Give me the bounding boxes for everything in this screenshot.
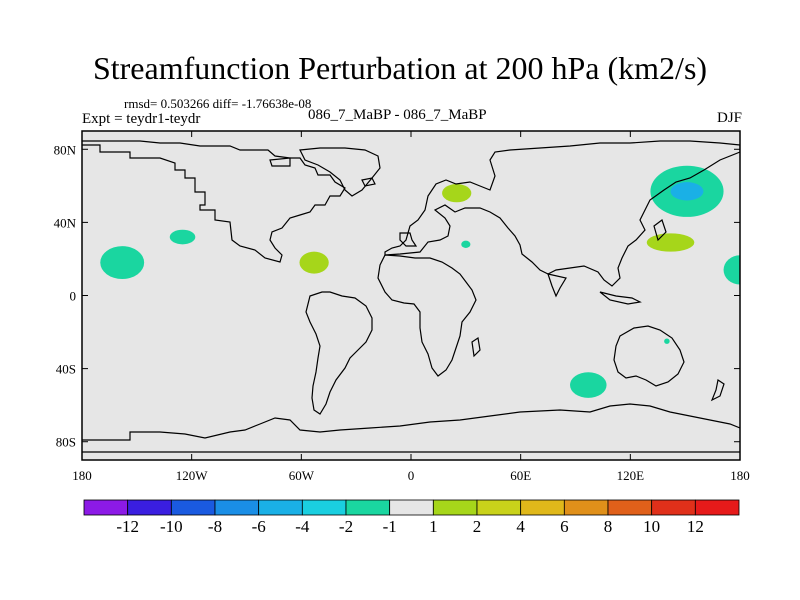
coastline-madagascar	[471, 336, 481, 358]
contour-patch-7	[646, 233, 695, 252]
season-label: DJF	[716, 110, 742, 126]
experiment-label: Expt = teydr1-teydr	[82, 111, 201, 127]
contour-fills	[100, 165, 740, 398]
colorbar-swatch	[432, 499, 478, 516]
contour-patch-10	[570, 372, 607, 398]
colorbar-swatch	[214, 499, 260, 516]
colorbar-label: -2	[339, 517, 353, 536]
lon-tick-label: 120E	[617, 468, 645, 483]
lon-tick-label: 0	[408, 468, 415, 483]
lat-tick-label: 80N	[54, 142, 77, 157]
coastline-south-america	[305, 291, 373, 415]
coastline-new-zealand	[710, 379, 725, 402]
colorbar-label: 2	[473, 517, 482, 536]
colorbar-label: -10	[160, 517, 183, 536]
contour-patch-6	[670, 182, 704, 201]
lon-tick-label: 60E	[510, 468, 531, 483]
contour-patch-3	[442, 184, 472, 203]
coastline-north-america	[82, 140, 346, 263]
coastline-uk	[399, 232, 418, 247]
contour-patch-8	[723, 255, 740, 285]
coastline-eurasia-africa	[384, 140, 740, 287]
contour-patch-9	[664, 338, 670, 344]
colorbar-label: -1	[383, 517, 397, 536]
lat-tick-label: 40N	[54, 215, 77, 230]
coastlines	[82, 140, 740, 453]
lon-tick-label: 60W	[289, 468, 315, 483]
colorbar-swatch	[170, 499, 216, 516]
lat-tick-label: 80S	[56, 435, 76, 450]
colorbar-label: 4	[516, 517, 525, 536]
contour-patch-0	[100, 246, 145, 280]
case-label: 086_7_MaBP - 086_7_MaBP	[308, 107, 487, 123]
coastline-antarctica	[82, 403, 740, 441]
colorbar-label: 8	[604, 517, 613, 536]
colorbar-swatch	[127, 499, 172, 516]
coastline-africa	[377, 254, 477, 377]
colorbar-label: 1	[429, 517, 438, 536]
colorbar-swatch	[651, 499, 696, 516]
lat-tick-label: 0	[70, 289, 77, 304]
colorbar-swatch	[476, 499, 522, 516]
colorbar-swatch	[563, 499, 609, 516]
colorbar-swatch	[301, 499, 347, 516]
lat-tick-label: 40S	[56, 362, 76, 377]
chart-title: Streamfunction Perturbation at 200 hPa (…	[92, 50, 708, 86]
lon-tick-label: 120W	[176, 468, 209, 483]
coastline-india	[547, 273, 567, 298]
coastline-iceland	[361, 177, 376, 187]
colorbar-swatch	[607, 499, 653, 516]
colorbar-label: 10	[643, 517, 660, 536]
coastline-greenland	[299, 147, 381, 197]
coastline-japan	[653, 219, 667, 242]
colorbar-label: -4	[295, 517, 310, 536]
colorbar-swatch	[345, 499, 391, 516]
lon-tick-label: 180	[730, 468, 750, 483]
contour-patch-4	[461, 240, 471, 248]
colorbar: -12 -10 -8 -6 -4 -2 -1 1 2 4 6 8 10 12	[83, 499, 740, 536]
colorbar-swatch	[694, 499, 740, 516]
contour-patch-1	[169, 229, 196, 245]
lon-tick-label: 180	[72, 468, 92, 483]
colorbar-swatch	[258, 499, 303, 516]
colorbar-swatch	[83, 499, 129, 516]
colorbar-label: -8	[208, 517, 222, 536]
colorbar-label: -12	[116, 517, 139, 536]
coastline-australia	[613, 325, 685, 387]
contour-patch-2	[299, 251, 329, 274]
map-background	[82, 131, 740, 460]
axis-ticks: 80N 40N 0 40S 80S 180 120W 60W 0 60E 120E 180	[54, 131, 750, 483]
colorbar-swatch	[520, 499, 565, 516]
coastline-arctic-island	[269, 157, 291, 167]
stats-line: rmsd= 0.503266 diff= -1.76638e-08	[124, 96, 312, 111]
colorbar-label: -6	[252, 517, 266, 536]
colorbar-swatch	[389, 499, 434, 516]
colorbar-label: 12	[687, 517, 704, 536]
colorbar-label: 6	[560, 517, 569, 536]
coastline-indonesia	[599, 291, 642, 305]
